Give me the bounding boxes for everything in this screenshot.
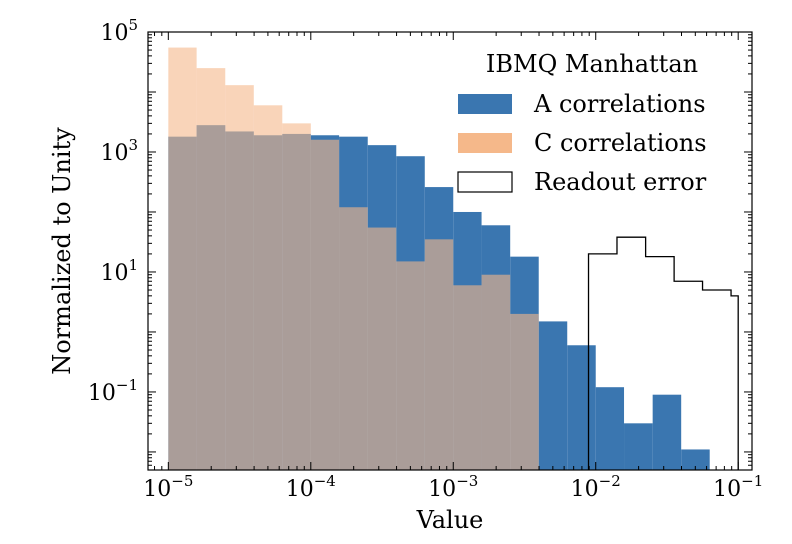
legend-entry-a: A correlations <box>533 90 706 118</box>
bar-c <box>481 274 511 470</box>
bar-a <box>567 345 596 470</box>
bar-c <box>339 207 368 470</box>
bar-c <box>367 227 397 470</box>
bar-a <box>538 321 568 470</box>
x-tick-label: 10−2 <box>571 472 621 502</box>
bar-c <box>253 105 283 470</box>
y-tick-label: 10−1 <box>88 376 138 406</box>
bar-a <box>624 423 653 470</box>
legend-swatch-a <box>458 94 512 114</box>
legend-entry-c: C correlations <box>534 129 707 157</box>
bar-c <box>453 285 482 470</box>
series-c-correlations <box>168 47 539 471</box>
y-tick-label: 101 <box>100 256 138 286</box>
bar-a <box>595 387 625 470</box>
bar-a <box>681 449 710 470</box>
plot-frame <box>147 31 753 471</box>
legend-swatch-readout <box>457 171 513 193</box>
legend: IBMQ Manhattan A correlations C correlat… <box>457 50 707 196</box>
bar-c <box>196 68 226 470</box>
bar-c <box>310 139 340 470</box>
series-readout-error <box>587 236 739 470</box>
bar-c <box>396 261 425 470</box>
tick-labels: 10−5 10−4 10−3 10−2 10−1 10−1 101 103 105 <box>88 16 763 502</box>
x-tick-label: 10−1 <box>713 472 763 502</box>
bar-c <box>510 313 539 470</box>
y-tick-label: 105 <box>100 16 138 46</box>
x-tick-label: 10−3 <box>428 472 478 502</box>
x-axis-label: Value <box>416 506 484 534</box>
legend-title: IBMQ Manhattan <box>486 50 698 78</box>
x-tick-label: 10−5 <box>143 472 193 502</box>
readout-error-step <box>587 236 739 470</box>
bar-c <box>282 123 311 470</box>
bar-c <box>225 85 254 471</box>
legend-entry-readout: Readout error <box>534 168 707 196</box>
y-tick-label: 103 <box>100 136 138 166</box>
legend-swatch-c <box>458 133 512 153</box>
y-axis-label: Normalized to Unity <box>48 127 76 375</box>
bar-a <box>652 394 682 470</box>
bar-c <box>424 239 454 470</box>
x-tick-label: 10−4 <box>286 472 336 502</box>
bar-c <box>168 47 197 470</box>
